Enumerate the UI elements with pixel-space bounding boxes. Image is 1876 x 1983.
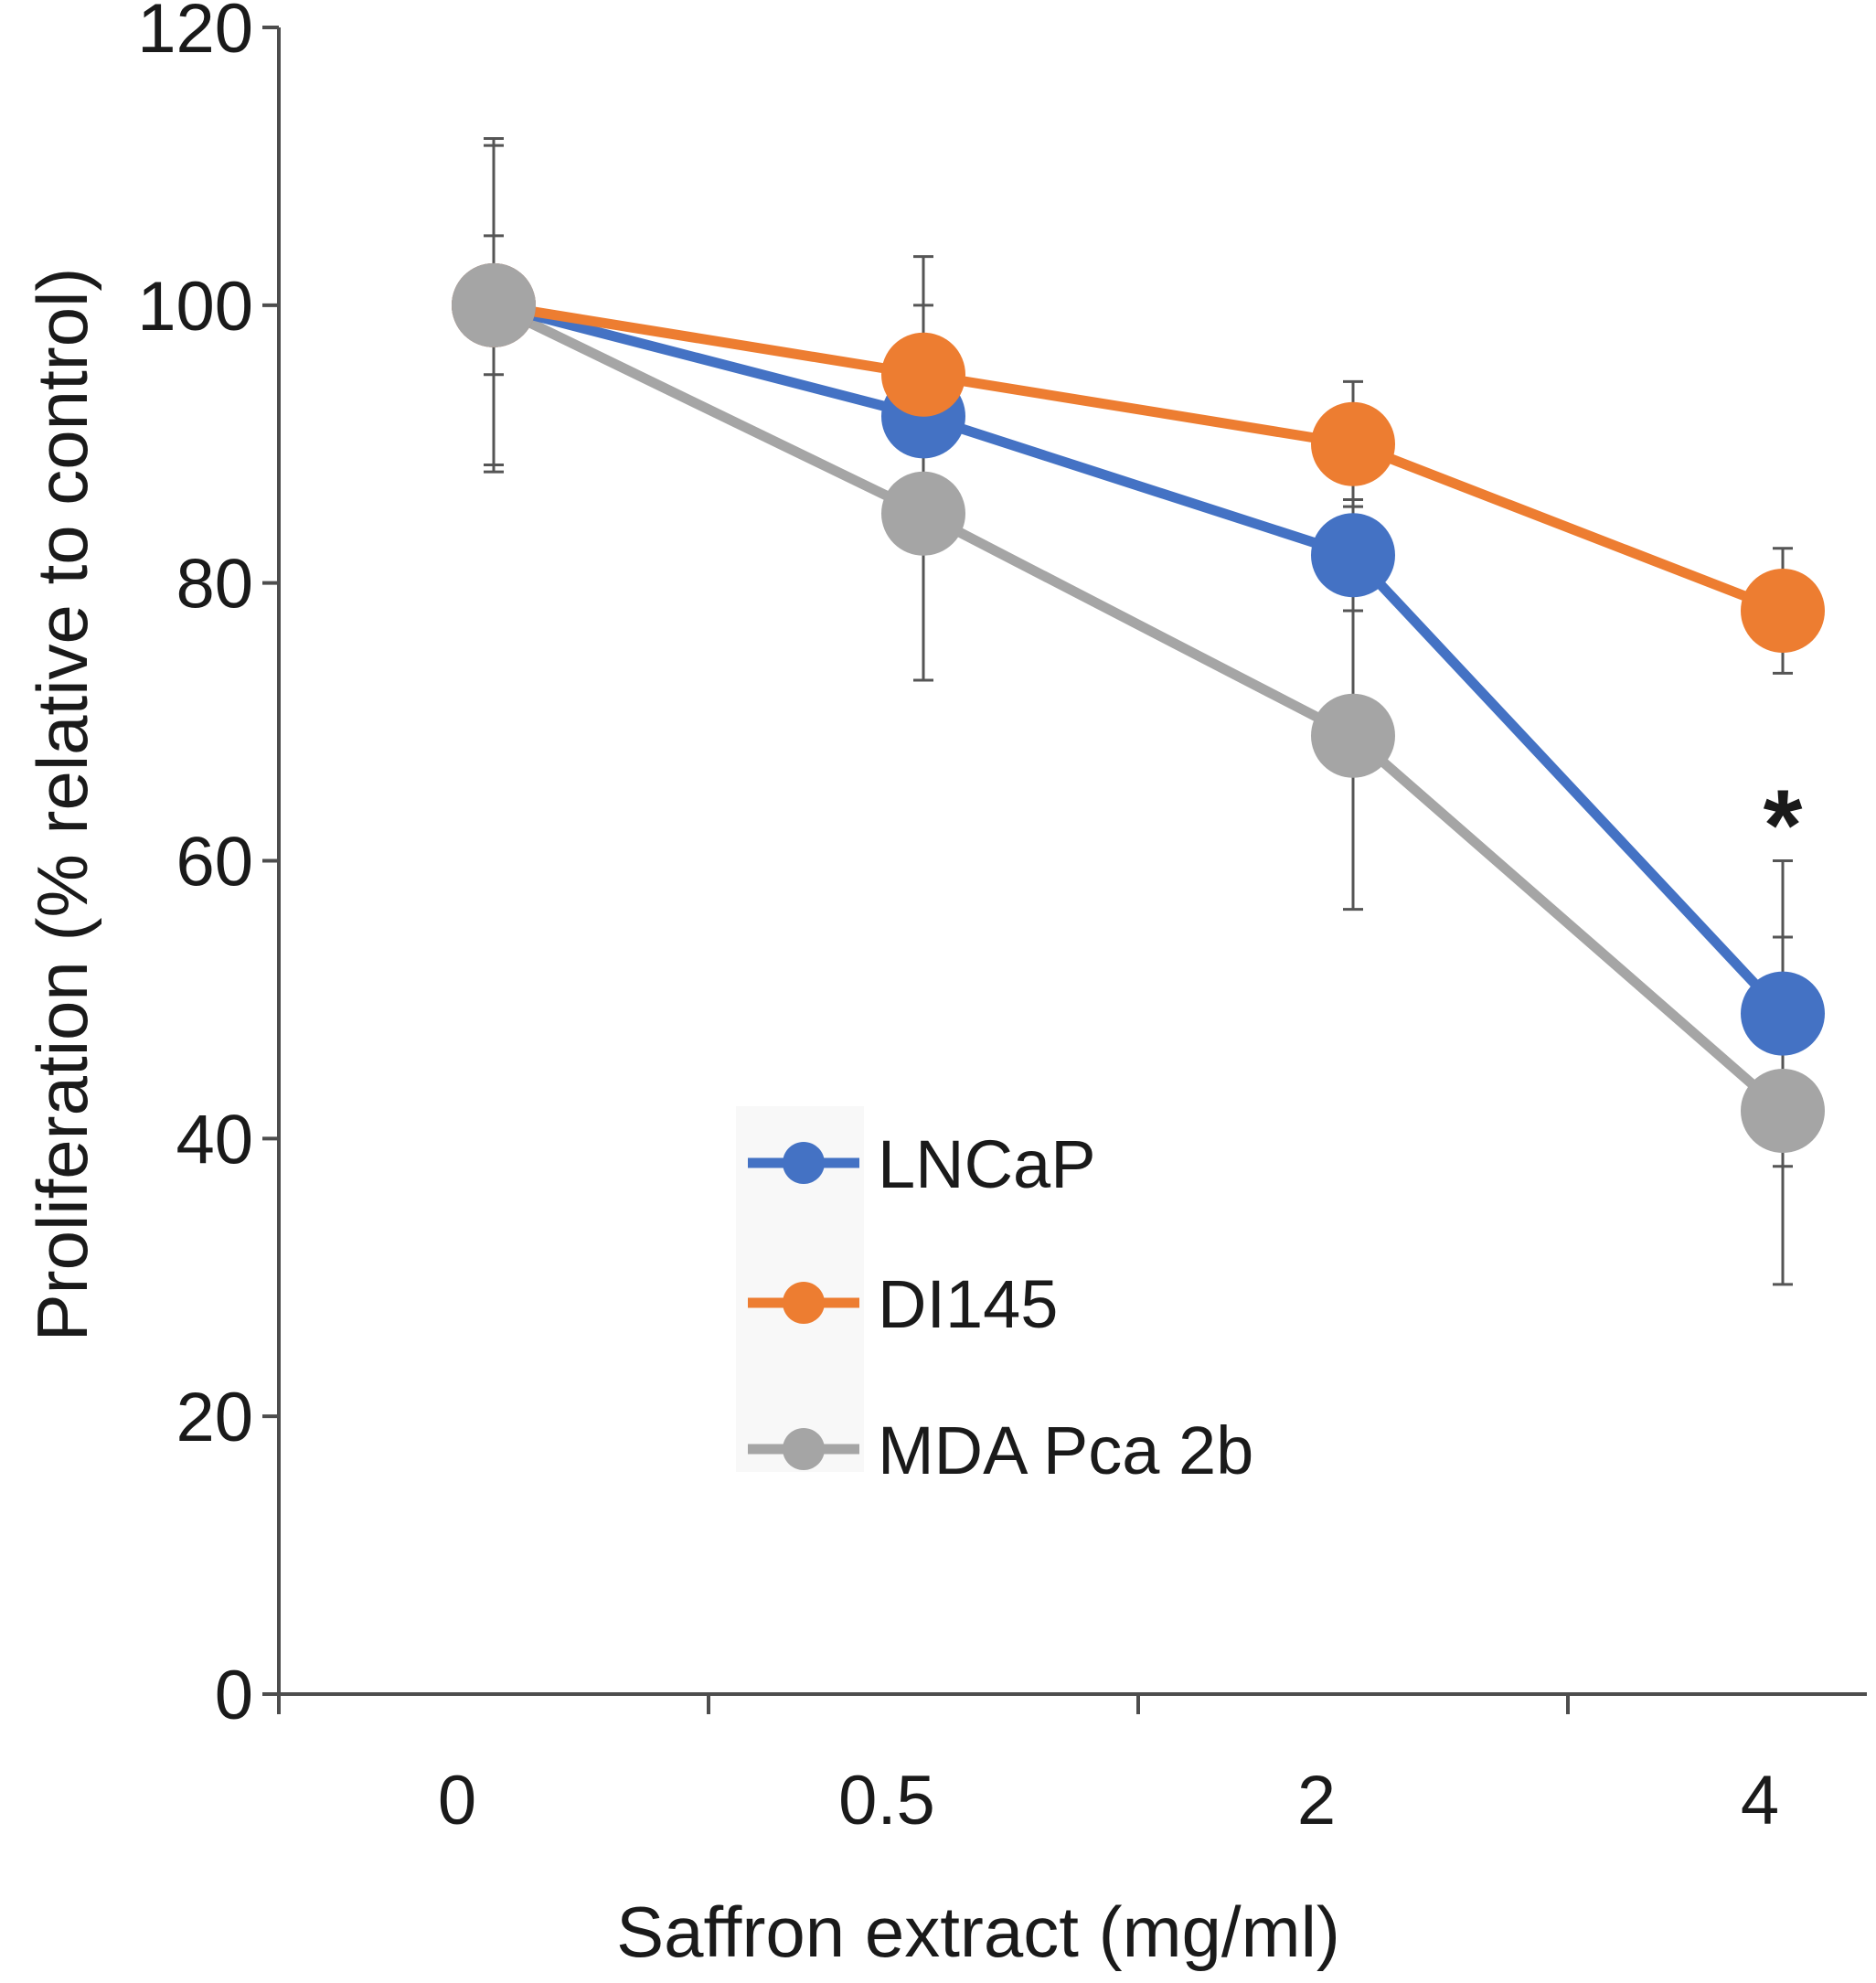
y-axis-title: Proliferation (% relative to control) (22, 268, 102, 1342)
x-tick-label: 0.5 (838, 1762, 935, 1839)
legend: LNCaP DI145 MDA Pca 2b (736, 1106, 1253, 1488)
x-tick-label: 0 (438, 1762, 476, 1839)
x-ticks: 0 0.5 2 4 (277, 1694, 1779, 1839)
legend-marker-mda-pca-2b (783, 1428, 825, 1470)
data-point-di145 (881, 332, 965, 417)
data-point-mda-pca-2b (881, 471, 965, 556)
data-point-di145 (1741, 569, 1825, 654)
y-tick-label: 20 (176, 1379, 253, 1456)
y-tick-label: 80 (176, 546, 253, 624)
series-line-di145 (493, 300, 1785, 616)
legend-label-di145: DI145 (878, 1266, 1058, 1342)
legend-label-mda-pca-2b: MDA Pca 2b (878, 1413, 1253, 1488)
legend-label-lncap: LNCaP (878, 1126, 1096, 1202)
y-tick-label: 120 (137, 0, 253, 68)
legend-marker-lncap (783, 1142, 825, 1184)
data-point-lncap (1311, 513, 1395, 598)
y-tick-label: 0 (215, 1657, 253, 1734)
data-point-mda-pca-2b (1741, 1068, 1825, 1153)
series-layer (452, 137, 1825, 1286)
y-tick-label: 40 (176, 1101, 253, 1178)
significance-star: * (1764, 770, 1803, 882)
y-ticks: 0 20 40 60 80 100 120 (137, 0, 279, 1734)
y-tick-label: 100 (137, 268, 253, 346)
data-point-lncap (1741, 971, 1825, 1056)
data-point-di145 (1311, 401, 1395, 486)
x-tick-label: 2 (1297, 1762, 1336, 1839)
x-axis-title: Saffron extract (mg/ml) (616, 1892, 1340, 1972)
series-line-mda-pca-2b (491, 300, 1786, 1115)
y-tick-label: 60 (176, 824, 253, 901)
legend-marker-di145 (783, 1282, 825, 1324)
annotation-layer: * (1764, 770, 1803, 882)
data-point-mda-pca-2b (452, 262, 536, 347)
series-line-lncap (492, 300, 1787, 1018)
x-tick-label: 4 (1741, 1762, 1779, 1839)
data-point-mda-pca-2b (1311, 693, 1395, 778)
